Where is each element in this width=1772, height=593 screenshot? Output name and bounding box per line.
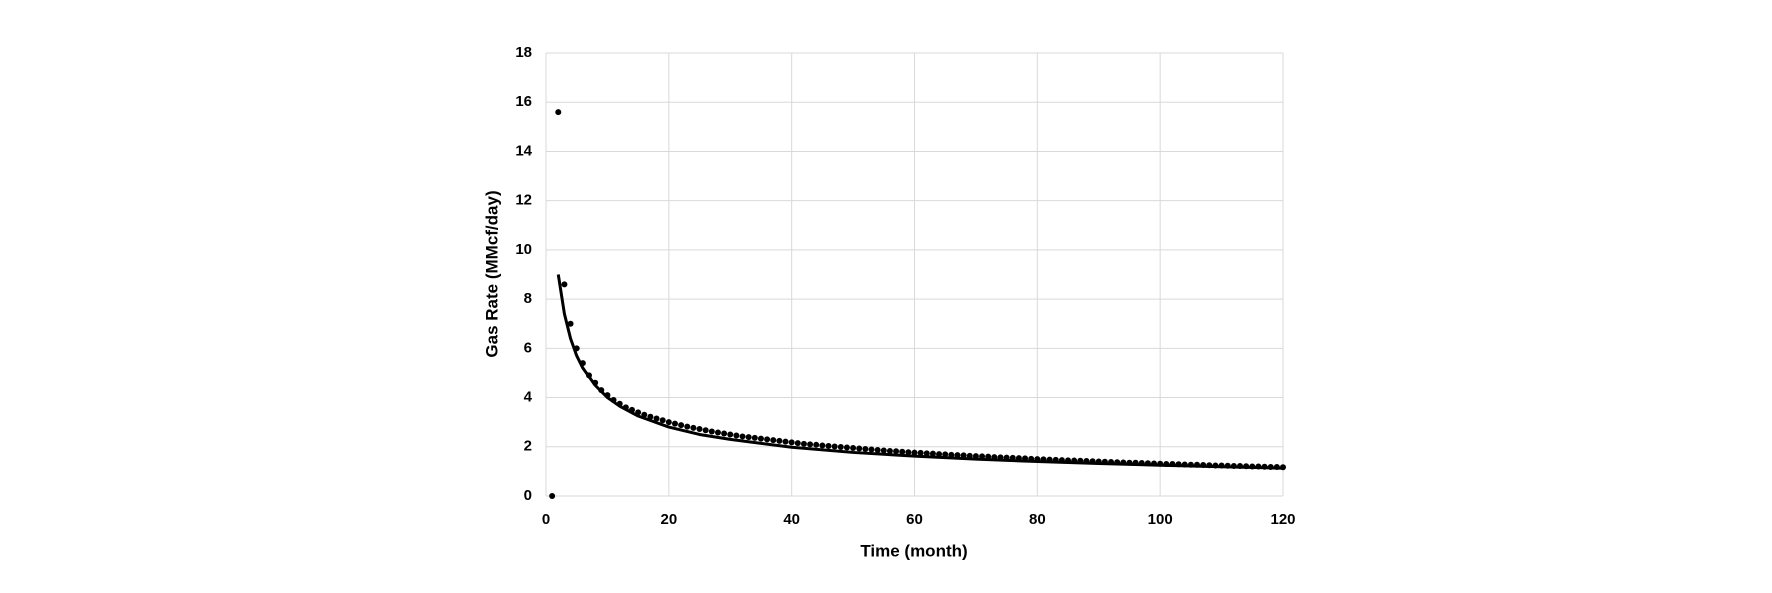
data-point — [770, 437, 777, 444]
data-point — [690, 424, 697, 431]
data-point — [714, 429, 721, 436]
data-point — [696, 426, 703, 433]
data-point — [868, 446, 875, 453]
data-point — [764, 436, 771, 443]
y-tick-label: 8 — [524, 290, 532, 307]
y-tick-label: 16 — [515, 93, 532, 110]
data-point — [813, 441, 820, 448]
y-tick-label: 10 — [515, 241, 532, 258]
data-point — [807, 441, 814, 448]
data-point — [837, 444, 844, 451]
data-point — [831, 443, 838, 450]
data-point — [886, 447, 893, 454]
data-point — [567, 320, 574, 327]
data-point — [917, 449, 924, 456]
data-point — [942, 451, 949, 458]
data-point — [862, 445, 869, 452]
y-tick-label: 14 — [515, 142, 532, 159]
data-point — [671, 420, 678, 427]
data-point — [708, 428, 715, 435]
data-point — [788, 439, 795, 446]
y-tick-label: 2 — [524, 438, 532, 455]
data-point — [665, 419, 672, 426]
data-point — [702, 427, 709, 434]
data-point — [905, 449, 912, 456]
data-point — [850, 445, 857, 452]
data-point — [819, 442, 826, 449]
y-tick-label: 12 — [515, 192, 532, 209]
data-point — [880, 447, 887, 454]
y-axis-label: Gas Rate (MMcf/day) — [482, 190, 501, 357]
data-point — [911, 449, 918, 456]
x-tick-label: 0 — [542, 511, 550, 528]
data-point — [678, 422, 685, 429]
data-point — [659, 417, 666, 424]
data-point — [555, 109, 562, 116]
data-point — [684, 423, 691, 430]
y-tick-label: 4 — [524, 389, 533, 406]
data-point — [825, 443, 832, 450]
data-point — [874, 446, 881, 453]
x-tick-label: 60 — [906, 511, 923, 528]
data-point — [561, 281, 568, 288]
data-point — [794, 440, 801, 447]
data-point — [782, 438, 789, 445]
y-tick-label: 6 — [524, 339, 532, 356]
data-point — [727, 431, 734, 438]
data-point — [899, 448, 906, 455]
x-axis-label: Time (month) — [860, 541, 967, 560]
x-tick-label: 100 — [1148, 511, 1173, 528]
data-point — [549, 493, 556, 499]
data-point — [653, 415, 660, 422]
x-tick-label: 80 — [1029, 511, 1046, 528]
data-point — [757, 435, 764, 442]
y-tick-label: 18 — [515, 44, 532, 61]
data-point — [843, 444, 850, 451]
data-point — [929, 450, 936, 457]
data-point — [751, 434, 758, 441]
data-point — [647, 413, 654, 420]
data-point — [733, 432, 740, 439]
data-point — [893, 448, 900, 455]
fit-line — [556, 274, 1284, 470]
data-point — [745, 434, 752, 441]
data-point — [923, 450, 930, 457]
data-point — [739, 433, 746, 440]
x-tick-label: 40 — [783, 511, 800, 528]
data-point — [936, 451, 943, 458]
data-point — [960, 452, 967, 459]
data-point — [776, 437, 783, 444]
data-point — [856, 445, 863, 452]
y-tick-label: 0 — [524, 487, 532, 504]
data-point — [800, 440, 807, 447]
data-point — [721, 430, 728, 437]
x-tick-label: 20 — [660, 511, 677, 528]
x-tick-label: 120 — [1270, 511, 1295, 528]
